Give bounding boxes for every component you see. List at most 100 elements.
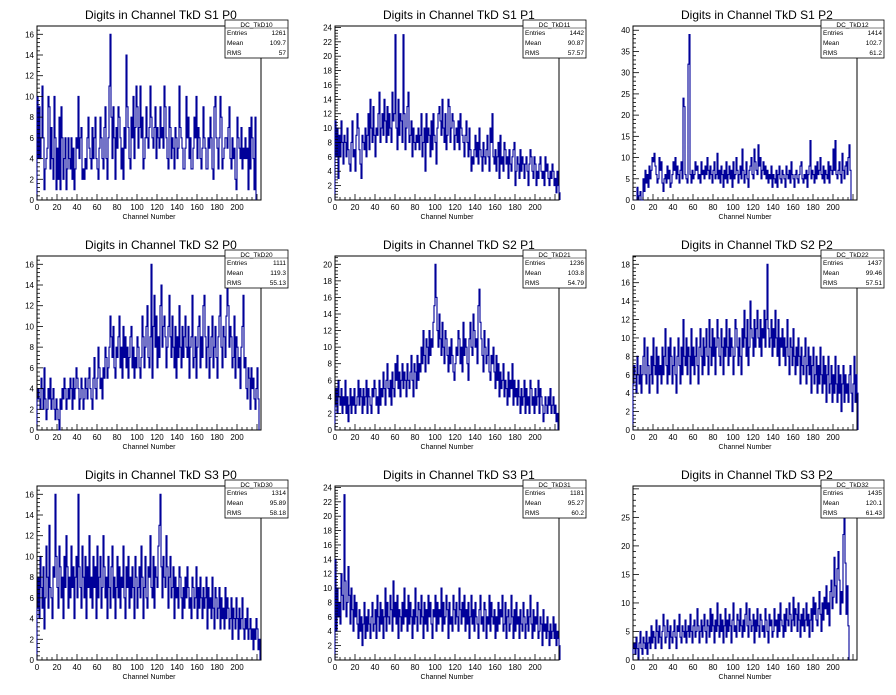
x-tick-label: 140 <box>170 663 184 672</box>
y-tick-label: 6 <box>328 613 333 622</box>
x-axis-label: Channel Number <box>421 214 475 221</box>
y-tick-label: 14 <box>621 297 630 306</box>
y-tick-label: 10 <box>323 124 332 133</box>
histogram-pad: Digits in Channel TkD S3 P2 0 20 40 60 80 100 1… <box>596 460 894 690</box>
histogram-line <box>36 263 260 431</box>
x-tick-label: 60 <box>689 203 698 212</box>
y-tick-label: 4 <box>328 393 333 402</box>
y-tick-label: 14 <box>25 51 34 60</box>
x-tick-label: 100 <box>130 203 144 212</box>
histogram-line <box>633 33 852 201</box>
x-tick-label: 120 <box>150 203 164 212</box>
stats-frame <box>522 479 587 519</box>
stats-mean: 99.46 <box>866 270 883 277</box>
histogram-title: Digits in Channel TkD S3 P1 <box>383 468 535 482</box>
y-tick-label: 10 <box>25 92 34 101</box>
x-tick-label: 80 <box>709 433 718 442</box>
stats-rms-label: RMS <box>525 280 540 287</box>
stats-mean-label: Mean <box>823 500 840 507</box>
x-tick-label: 100 <box>428 663 442 672</box>
y-tick-label: 8 <box>626 352 631 361</box>
y-tick-label: 16 <box>323 293 332 302</box>
y-tick-label: 2 <box>328 642 333 651</box>
y-tick-label: 16 <box>621 279 630 288</box>
x-axis-label: Channel Number <box>719 214 773 221</box>
stats-mean-label: Mean <box>227 270 244 277</box>
stats-mean-label: Mean <box>227 500 244 507</box>
x-axis: 0 20 40 60 80 100 120 140 160 180 200 <box>35 194 258 212</box>
histogram-svg: Digits in Channel TkD S1 P00 20 40 60 80 100 1… <box>25 8 289 221</box>
histogram-title: Digits in Channel TkD S2 P1 <box>383 238 535 252</box>
stats-entries: 1314 <box>272 490 287 497</box>
x-tick-label: 0 <box>631 663 636 672</box>
x-tick-label: 20 <box>351 663 360 672</box>
y-tick-label: 25 <box>621 90 630 99</box>
x-tick-label: 200 <box>230 203 244 212</box>
x-tick-label: 160 <box>786 433 800 442</box>
y-tick-label: 6 <box>328 153 333 162</box>
y-tick-label: 0 <box>30 196 35 205</box>
x-tick-label: 0 <box>333 663 338 672</box>
x-tick-label: 0 <box>333 203 338 212</box>
x-tick-label: 140 <box>468 203 482 212</box>
stats-mean-label: Mean <box>525 500 542 507</box>
y-tick-label: 6 <box>626 371 631 380</box>
plot-frame <box>632 255 858 431</box>
y-axis: 0 5 10 15 20 25 <box>621 488 639 665</box>
stats-mean-label: Mean <box>525 40 542 47</box>
x-tick-label: 100 <box>726 203 740 212</box>
histogram-title: Digits in Channel TkD S1 P2 <box>681 8 833 22</box>
x-tick-label: 120 <box>746 433 760 442</box>
x-tick-label: 140 <box>766 203 780 212</box>
x-tick-label: 80 <box>411 203 420 212</box>
y-tick-label: 20 <box>621 111 630 120</box>
x-tick-label: 20 <box>351 203 360 212</box>
y-tick-label: 16 <box>25 490 34 499</box>
x-tick-label: 120 <box>448 203 462 212</box>
y-tick-label: 20 <box>323 260 332 269</box>
stats-mean: 109.7 <box>270 40 287 47</box>
y-tick-label: 15 <box>621 570 630 579</box>
stats-rms: 57.51 <box>866 280 883 287</box>
histogram-pad: Digits in Channel TkD S1 P2 0 20 40 60 80 100 1… <box>596 0 894 230</box>
x-axis: 0 20 40 60 80 100 120 140 160 180 200 <box>631 654 854 672</box>
y-tick-label: 4 <box>30 155 35 164</box>
histogram-svg: Digits in Channel TkD S1 P20 20 40 60 80 100 1… <box>621 8 885 221</box>
y-tick-label: 4 <box>30 615 35 624</box>
x-tick-label: 60 <box>391 203 400 212</box>
stats-entries-label: Entries <box>823 30 844 37</box>
x-tick-label: 20 <box>649 433 658 442</box>
x-tick-label: 140 <box>468 433 482 442</box>
histogram-pad: Digits in Channel TkD S2 P2 0 20 40 60 80 100 1… <box>596 230 894 460</box>
y-tick-label: 6 <box>30 134 35 143</box>
stats-entries: 1236 <box>570 260 585 267</box>
x-axis-label: Channel Number <box>123 674 177 681</box>
x-tick-label: 20 <box>53 203 62 212</box>
x-tick-label: 100 <box>428 203 442 212</box>
x-tick-label: 160 <box>786 203 800 212</box>
y-axis: 0 2 4 6 8 10 12 14 16 <box>25 255 43 435</box>
y-tick-label: 0 <box>328 196 333 205</box>
x-tick-label: 140 <box>170 203 184 212</box>
x-tick-label: 120 <box>150 663 164 672</box>
x-tick-label: 180 <box>508 663 522 672</box>
y-tick-label: 8 <box>30 113 35 122</box>
stats-entries: 1435 <box>868 490 883 497</box>
histogram-line <box>334 494 561 660</box>
y-tick-label: 6 <box>30 364 35 373</box>
histogram-svg: Digits in Channel TkD S1 P10 20 40 60 80 100 1… <box>323 8 587 221</box>
x-tick-label: 180 <box>508 433 522 442</box>
x-tick-label: 40 <box>669 203 678 212</box>
y-tick-label: 12 <box>25 302 34 311</box>
x-tick-label: 0 <box>35 663 40 672</box>
stats-rms: 57.57 <box>568 50 585 57</box>
stats-name: DC_TkD21 <box>538 252 571 259</box>
histogram-title: Digits in Channel TkD S3 P0 <box>85 468 237 482</box>
stats-entries-label: Entries <box>227 490 248 497</box>
stats-entries: 1261 <box>272 30 287 37</box>
x-axis-label: Channel Number <box>719 444 773 451</box>
x-tick-label: 20 <box>649 663 658 672</box>
